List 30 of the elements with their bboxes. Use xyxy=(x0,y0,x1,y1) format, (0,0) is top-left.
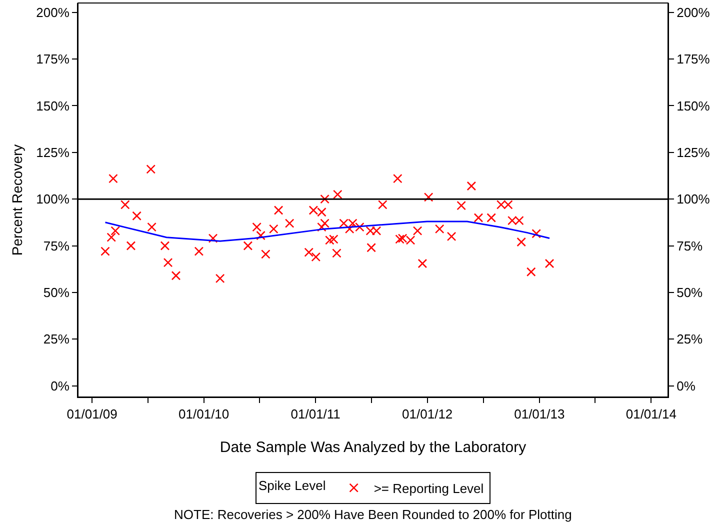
y2-tick-label: 200% xyxy=(676,4,710,20)
x-tick-label: 01/01/09 xyxy=(66,406,118,422)
line-series xyxy=(104,220,550,242)
y-axis-title: Percent Recovery xyxy=(8,144,25,256)
y-tick-label: 150% xyxy=(36,98,70,114)
y2-tick-label: 175% xyxy=(676,52,710,67)
y-tick-label: 175% xyxy=(36,52,70,67)
y2-tick-label: 0% xyxy=(676,378,696,394)
x-tick-label: 01/01/12 xyxy=(402,406,453,422)
y-tick-label: 100% xyxy=(36,192,70,207)
y2-tick-label: 75% xyxy=(676,238,704,254)
y-tick-label: 0% xyxy=(50,378,70,394)
y-tick-label: 200% xyxy=(36,4,70,20)
y2-tick-label: 125% xyxy=(676,144,710,160)
y-tick-label: 25% xyxy=(43,332,70,347)
y-tick-label: 75% xyxy=(43,238,70,254)
x-tick-label: 01/01/13 xyxy=(514,406,565,422)
x-tick-label: 01/01/10 xyxy=(178,406,230,422)
legend-title: Spike Level xyxy=(258,478,326,493)
y2-tick-label: 150% xyxy=(676,98,710,114)
legend-label: >= Reporting Level xyxy=(374,480,484,496)
y2-tick-label: 100% xyxy=(676,192,710,207)
y-tick-label: 50% xyxy=(43,284,70,300)
x-tick-label: 01/01/14 xyxy=(626,406,676,422)
x-axis-title: Date Sample Was Analyzed by the Laboratory xyxy=(220,439,527,456)
y2-tick-label: 25% xyxy=(676,332,704,347)
x-tick-label: 01/01/11 xyxy=(290,406,340,422)
text: NOTE: Recoveries > 200% Have Been Rounded to 200% for Plotting xyxy=(174,507,572,522)
y2-tick-label: 50% xyxy=(676,284,704,300)
y-tick-label: 125% xyxy=(36,144,70,160)
